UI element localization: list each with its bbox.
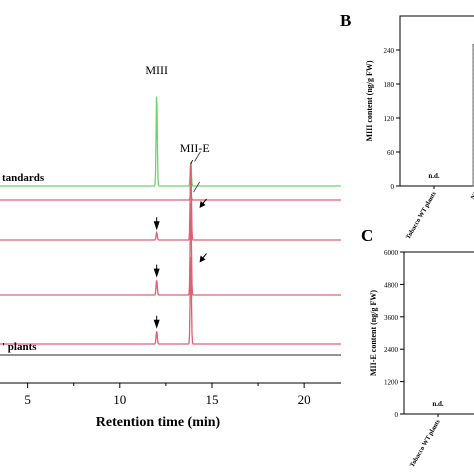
chromatogram-traces <box>0 96 341 356</box>
x-tick-label: 15 <box>205 392 218 407</box>
y-axis-label: MIII content (ng/g FW) <box>365 60 374 141</box>
trace-line-3 <box>0 202 341 296</box>
panel-letter-b: B <box>340 11 351 30</box>
x-tick-label: 5 <box>24 392 31 407</box>
peak-arrow-outline <box>194 151 201 162</box>
y-tick-label: 3600 <box>384 314 399 322</box>
trace-labels: tandards ' plants <box>2 172 45 353</box>
peak-annotation-1: MII-E <box>180 141 210 155</box>
trace-line-1 <box>0 194 341 201</box>
peak-arrow <box>153 268 160 278</box>
y-tick-label: 120 <box>384 115 395 123</box>
y-tick-label: 6000 <box>384 249 399 257</box>
y-tick-label: 240 <box>384 47 395 55</box>
category-label: Tobacco WT plants <box>405 190 438 240</box>
panel-b-miii-bar-chart: B 0 60 120 180 240 MIII content (ng/g FW) Toba… <box>340 11 474 241</box>
peak-arrow <box>153 221 160 231</box>
value-label: n.d. <box>428 172 440 180</box>
y-tick-label: 0 <box>395 411 399 419</box>
category-label: N1 <box>470 191 474 201</box>
annotation-leader <box>190 159 194 165</box>
bar-chart-b: 0 60 120 180 240 MIII content (ng/g FW) Tobacc… <box>365 15 474 241</box>
trace-label-0: tandards <box>2 172 45 184</box>
peak-arrow <box>199 201 206 208</box>
category-label: Tobacco WT plants <box>409 418 442 468</box>
x-tick-label: 20 <box>298 392 311 407</box>
peak-annotation-0: MIII <box>145 63 168 77</box>
y-tick-label: 180 <box>384 81 395 89</box>
peak-annotations: MIII MII-E <box>145 63 210 165</box>
peak-arrow <box>153 319 160 329</box>
panel-letter-c: C <box>361 226 373 245</box>
panel-a-chromatograms: tandards ' plants MIII MII-E 5 10 15 20 Reten… <box>0 63 341 430</box>
y-tick-label: 60 <box>387 149 395 157</box>
x-ticks: 5 10 15 20 <box>24 383 311 407</box>
plot-frame <box>399 15 474 187</box>
bar-chart-c: 0 1200 2400 3600 4800 6000 MII-E content (ng/g… <box>369 249 474 469</box>
trace-line-0 <box>0 96 341 187</box>
peak-arrows <box>153 151 207 329</box>
plot-frame <box>403 251 474 415</box>
peak-arrow-outline <box>193 181 200 193</box>
trace-line-2 <box>0 163 341 241</box>
trace-label-5: ' plants <box>2 341 37 353</box>
peak-arrow <box>199 255 206 263</box>
y-tick-label: 1200 <box>384 379 399 387</box>
y-tick-label: 0 <box>391 183 395 191</box>
x-axis-label: Retention time (min) <box>96 415 221 430</box>
y-tick-label: 4800 <box>384 281 399 289</box>
value-label: n.d. <box>432 400 444 408</box>
trace-line-4 <box>0 256 341 345</box>
panel-c-miie-bar-chart: C 0 1200 2400 3600 4800 6000 MII-E content (ng… <box>361 226 474 469</box>
x-tick-label: 10 <box>113 392 126 407</box>
y-tick-label: 2400 <box>384 346 399 354</box>
y-axis-label: MII-E content (ng/g FW) <box>369 290 378 376</box>
